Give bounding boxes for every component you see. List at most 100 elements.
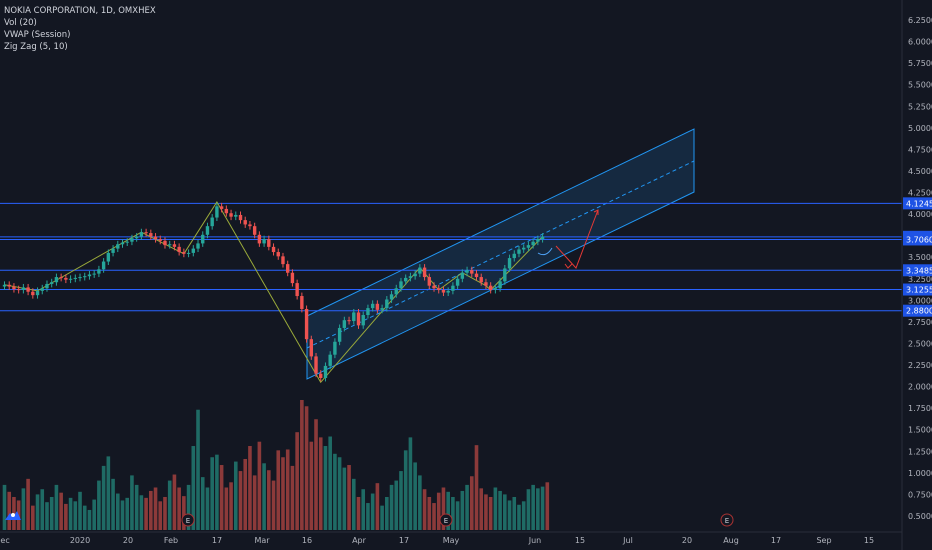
volume-bar [205, 487, 210, 530]
volume-bar [484, 494, 488, 530]
volume-bar [177, 487, 181, 530]
candle-body [437, 288, 441, 290]
y-tick-label: 5.5000 [908, 81, 932, 90]
candle-body [234, 214, 238, 217]
candle-body [498, 281, 502, 289]
price-tag-bg [903, 197, 932, 210]
candle-body [158, 239, 162, 241]
volume-bar [163, 496, 167, 530]
volume-bar [479, 488, 484, 530]
x-tick-label: Dec [0, 536, 10, 545]
candle-body [404, 277, 408, 282]
y-tick-label: 2.2500 [908, 361, 932, 370]
projection-path [555, 209, 599, 269]
x-tick-label: Mar [254, 536, 270, 545]
candle-body [172, 244, 177, 247]
volume-bar [172, 474, 177, 530]
candle-body [243, 220, 247, 225]
volume-bar [380, 505, 384, 530]
volume-bar [101, 465, 106, 530]
candle-body [2, 284, 7, 287]
volume-bar [285, 449, 290, 530]
price-tag-bg [903, 283, 932, 296]
volume-bar [82, 505, 87, 530]
volume-bars [2, 400, 550, 530]
candle-body [418, 267, 422, 274]
candle-body [389, 294, 394, 300]
volume-bar [389, 484, 394, 530]
volume-bar [356, 496, 361, 530]
candle-body [35, 290, 40, 296]
candle-body [333, 341, 337, 355]
candle-body [50, 282, 54, 284]
chart-legend: NOKIA CORPORATION, 1D, OMXHEX Vol (20) V… [4, 5, 156, 53]
candle-body [286, 264, 290, 273]
candle-body [290, 272, 295, 284]
candle-body [455, 278, 460, 286]
volume-bar [432, 503, 436, 530]
symbol-title[interactable]: NOKIA CORPORATION, 1D, OMXHEX [4, 6, 156, 16]
indicator-vwap[interactable]: VWAP (Session) [4, 30, 71, 40]
volume-bar [196, 409, 200, 530]
time-axis[interactable]: Dec202020Feb17Mar16Apr17MayJun15Jul20Aug… [0, 536, 874, 545]
candle-body [488, 285, 493, 290]
volume-bar [300, 400, 304, 530]
candle-body [191, 248, 195, 253]
volume-bar [149, 490, 153, 530]
volume-bar [337, 457, 342, 530]
candle-body [276, 252, 280, 257]
candle-body [7, 284, 11, 287]
price-tag: 3.7060 [903, 233, 932, 246]
volume-bar [257, 441, 262, 530]
candle-body [16, 289, 21, 291]
candle-body [87, 274, 92, 277]
candle-body [78, 277, 82, 279]
candle-body [205, 226, 210, 235]
volume-bar [394, 480, 399, 530]
volume-bar [248, 446, 252, 530]
volume-bar [451, 496, 455, 530]
earnings-marker [720, 513, 734, 527]
volume-bar [427, 496, 432, 530]
volume-bar [446, 491, 450, 530]
y-tick-label: 6.2500 [908, 16, 932, 25]
volume-bar [130, 475, 134, 530]
volume-bar [215, 454, 219, 530]
x-tick-label: Feb [164, 536, 178, 545]
tradingview-logo-icon[interactable] [4, 508, 22, 522]
volume-bar [7, 491, 12, 530]
price-tag-label: 3.7060 [906, 235, 932, 244]
projection-arrows[interactable] [537, 209, 599, 269]
candle-body [168, 244, 172, 246]
candle-body [375, 303, 380, 310]
candle-body [182, 252, 186, 254]
volume-bar [191, 446, 196, 530]
candle-body [31, 291, 35, 296]
x-tick-label: 2020 [70, 536, 90, 545]
candle-body [111, 248, 115, 253]
volume-bar [200, 477, 205, 530]
volume-bar [281, 457, 285, 530]
volume-bar [271, 480, 276, 530]
candle-body [186, 252, 191, 254]
candle-body [507, 258, 512, 269]
volume-bar [35, 494, 40, 530]
volume-bar [399, 471, 403, 530]
volume-bar [517, 504, 521, 530]
indicator-volume[interactable]: Vol (20) [4, 18, 37, 28]
volume-bar [219, 465, 224, 530]
earnings-marker-label: E [725, 517, 729, 525]
x-tick-label: Jun [528, 536, 542, 545]
indicator-zigzag[interactable]: Zig Zag (5, 10) [4, 42, 68, 52]
y-tick-label: 2.5000 [908, 339, 932, 348]
candle-body [92, 273, 96, 275]
candle-body [130, 238, 134, 242]
candle-body [196, 243, 200, 249]
y-tick-label: 1.2500 [908, 447, 932, 456]
candle-body [64, 277, 68, 280]
candle-body [248, 224, 252, 227]
